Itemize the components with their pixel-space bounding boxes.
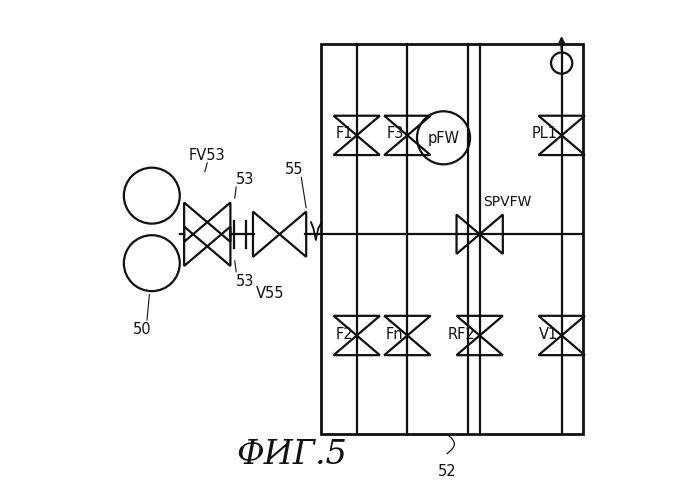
Text: 50: 50	[133, 321, 152, 336]
Text: 53: 53	[236, 172, 254, 187]
Text: ФИГ.5: ФИГ.5	[236, 439, 347, 470]
Text: Fn: Fn	[386, 326, 403, 341]
Text: V1: V1	[538, 326, 558, 341]
Text: F2: F2	[336, 326, 353, 341]
Text: SPVFW: SPVFW	[484, 194, 532, 208]
Text: V55: V55	[256, 285, 284, 300]
Text: 53: 53	[236, 273, 254, 288]
Text: FV53: FV53	[189, 148, 226, 163]
Text: RF2: RF2	[448, 326, 476, 341]
Text: F1: F1	[336, 126, 353, 141]
Bar	[321, 45, 584, 435]
Text: PL1: PL1	[532, 126, 558, 141]
Text: F3: F3	[386, 126, 403, 141]
Text: pFW: pFW	[428, 131, 459, 146]
Text: 52: 52	[438, 463, 456, 478]
Text: 55: 55	[284, 162, 303, 177]
